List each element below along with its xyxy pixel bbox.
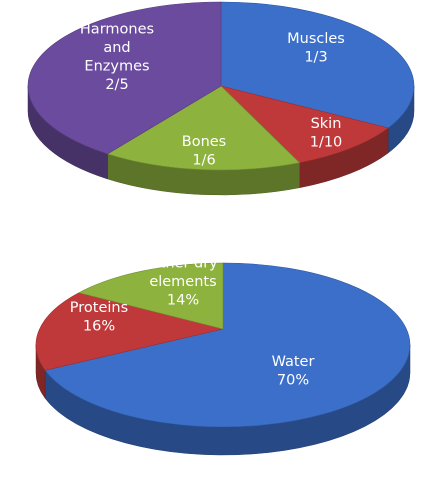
body-composition-total-pie: Water 70% Proteins 16% Other dry elements 14% [35,256,411,456]
pie1-label-harmones-and-enzymes: Harmones and Enzymes 2/5 [80,21,154,93]
pie1-slice-skin [219,85,389,164]
pie1-slice-harmones-and-enzymes [27,1,222,155]
pie1-label-skin: Skin 1/10 [310,116,343,151]
pie2-label-proteins: Proteins 16% [70,300,128,335]
body-composition-dry-pie: Muscles 1/3 Skin 1/10 Bones 1/6 Harmones and Enz… [27,1,415,196]
pie1-slice-muscles [220,1,415,129]
pie2-label-other-dry-elements: Other dry elements 14% [148,256,218,309]
pie2-slice-proteins [35,292,224,371]
pie1-label-bones: Bones 1/6 [182,134,226,169]
pie1-label-muscles: Muscles 1/3 [287,31,345,66]
pie1-slice-bones [106,85,301,171]
pie2-label-water: Water 70% [272,354,315,389]
pie2-slice-water [44,262,411,428]
pie2-slice-other-dry-elements [78,262,224,330]
